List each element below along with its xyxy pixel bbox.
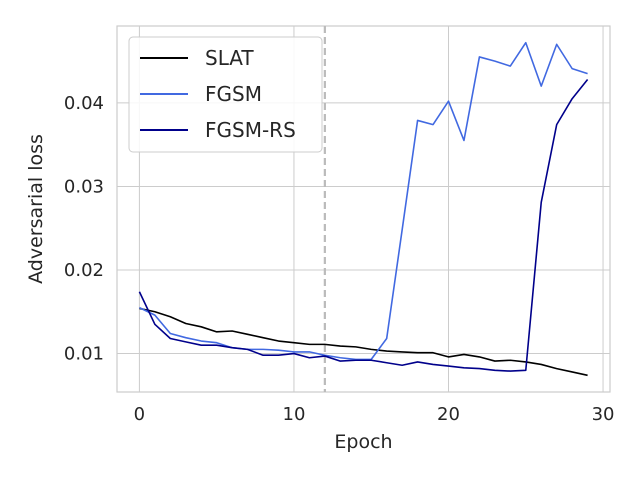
series-layer [138, 41, 589, 377]
legend-label-slat: SLAT [205, 46, 254, 70]
x-tick-label: 20 [437, 404, 460, 425]
legend: SLAT FGSM FGSM-RS [128, 36, 323, 153]
y-tick-labels: 0.01 0.02 0.03 0.04 [64, 93, 104, 365]
y-axis-title: Adversarial loss [25, 134, 47, 284]
legend-label-fgsm: FGSM [205, 82, 262, 106]
series-line-fgsm-rs [138, 78, 589, 372]
series-line-slat [139, 307, 588, 377]
x-tick-label: 10 [283, 404, 306, 425]
y-tick-label: 0.02 [64, 260, 104, 281]
legend-box [128, 36, 323, 153]
y-tick-label: 0.03 [64, 176, 104, 197]
x-tick-label: 0 [134, 404, 145, 425]
x-tick-label: 30 [592, 404, 615, 425]
series-line-fgsm [139, 41, 588, 361]
legend-label-fgsm-rs: FGSM-RS [205, 118, 296, 142]
x-axis-title: Epoch [334, 431, 392, 453]
x-tick-labels: 0 10 20 30 [134, 404, 615, 425]
y-tick-label: 0.01 [64, 344, 104, 365]
y-tick-label: 0.04 [64, 93, 104, 114]
